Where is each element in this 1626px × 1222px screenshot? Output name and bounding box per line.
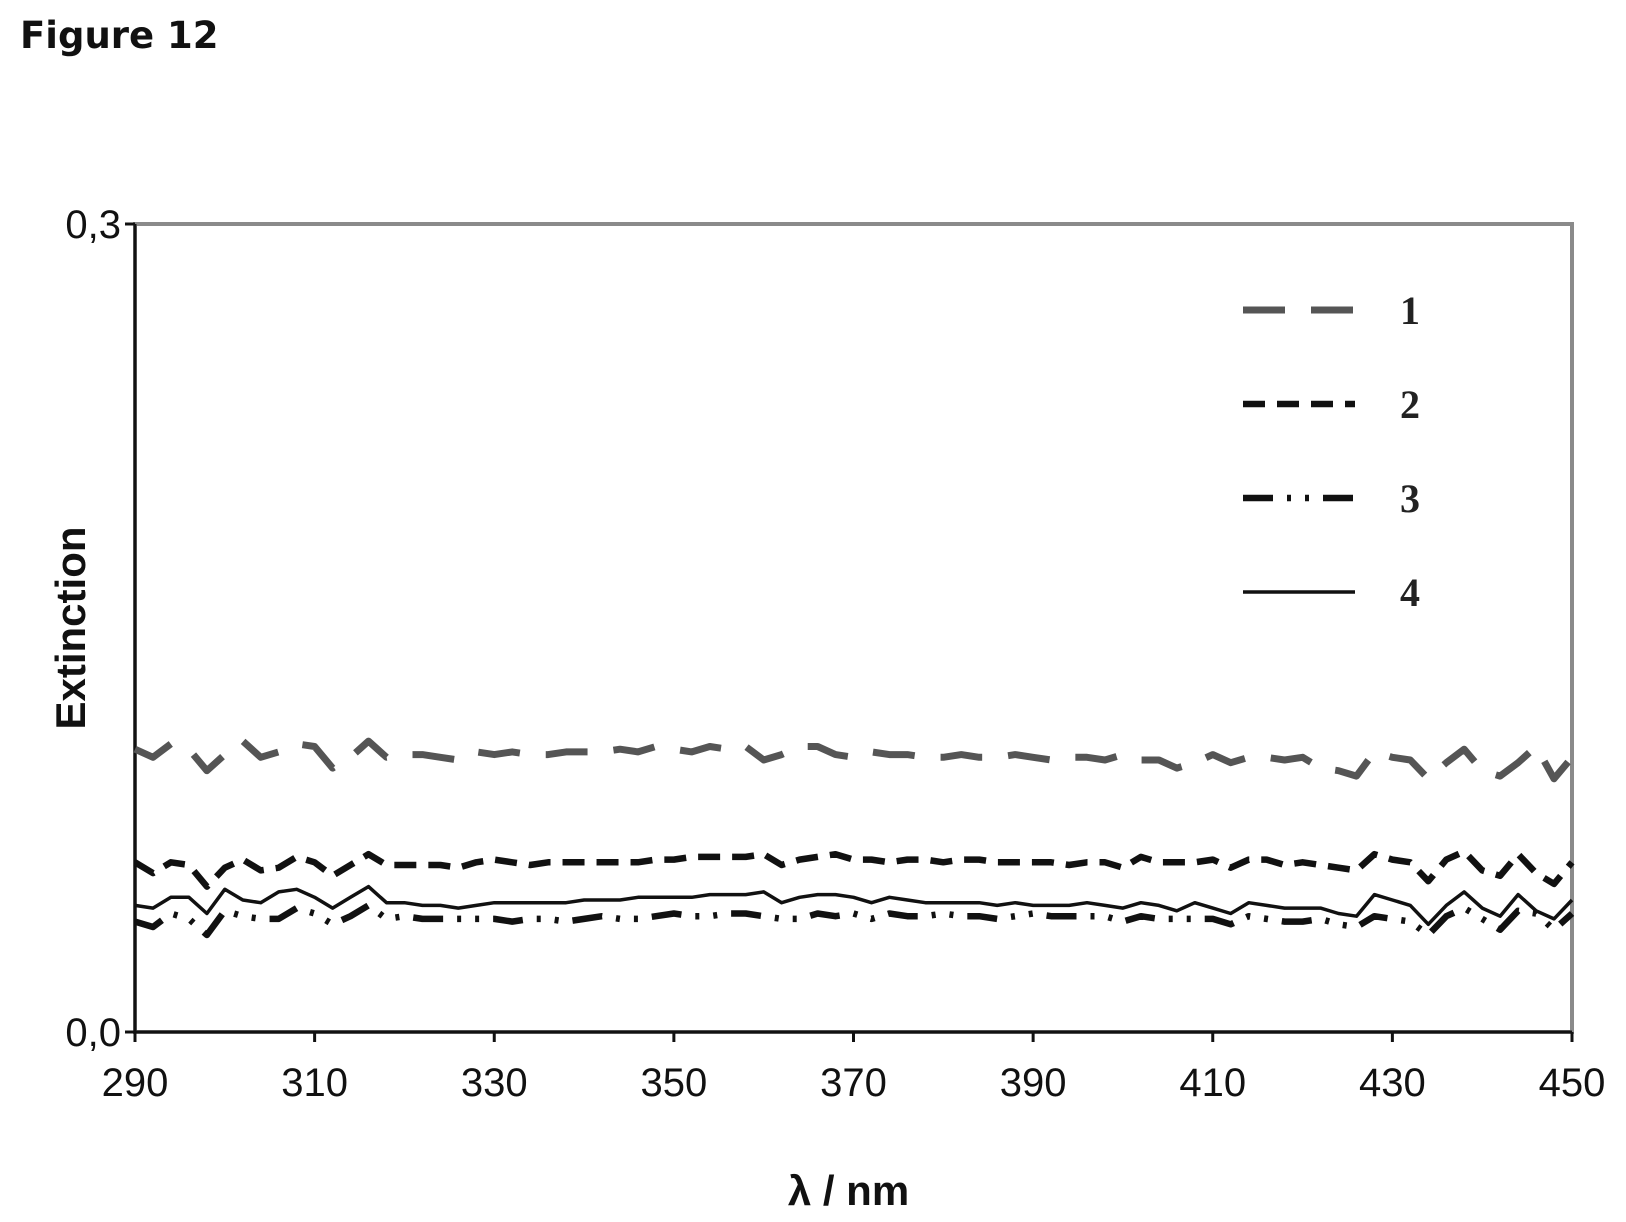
- figure-label: Figure 12: [20, 14, 219, 57]
- y-axis: 0,0 0,3: [65, 203, 137, 1055]
- x-tick-label: 450: [1539, 1061, 1606, 1105]
- x-axis-title: λ / nm: [788, 1167, 909, 1214]
- series-4-line: [134, 884, 1574, 927]
- x-tick-label: 290: [102, 1061, 169, 1105]
- legend-label-3: 3: [1400, 476, 1420, 521]
- x-tick-label: 350: [641, 1061, 708, 1105]
- x-tick-label: 330: [461, 1061, 528, 1105]
- x-tick-label: 390: [1000, 1061, 1067, 1105]
- y-tick-label: 0,3: [65, 203, 121, 247]
- series-2-line: [133, 848, 1575, 890]
- legend-label-4: 4: [1400, 570, 1420, 615]
- x-tick-label: 310: [281, 1061, 348, 1105]
- legend-label-1: 1: [1400, 288, 1420, 333]
- y-tick-label: 0,0: [65, 1011, 121, 1055]
- plot-area-frame: [133, 222, 1574, 1034]
- series-1-line: [133, 737, 1575, 783]
- x-tick-label: 410: [1179, 1061, 1246, 1105]
- legend-label-2: 2: [1400, 382, 1420, 427]
- series-group: [133, 737, 1575, 939]
- x-axis: 290 310 330 350 370 390 410 430 450: [102, 1030, 1606, 1105]
- legend: 1 2 3 4: [1243, 288, 1420, 615]
- y-axis-title: Extinction: [47, 526, 94, 729]
- x-tick-label: 430: [1359, 1061, 1426, 1105]
- x-tick-label: 370: [820, 1061, 887, 1105]
